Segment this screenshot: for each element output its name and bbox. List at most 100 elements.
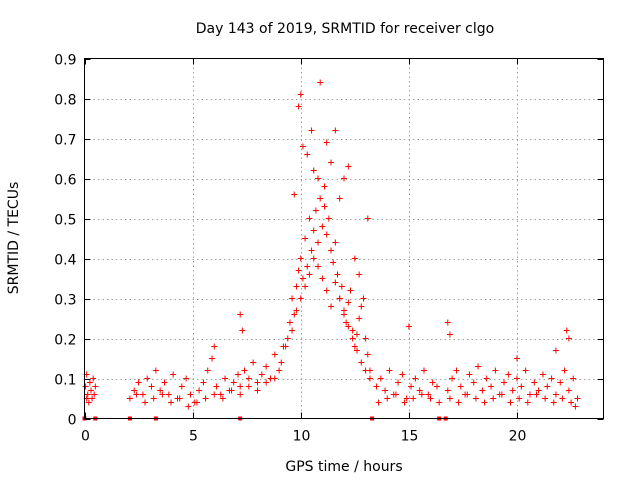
data-point — [351, 343, 358, 350]
data-point — [436, 399, 443, 406]
data-point — [514, 375, 520, 382]
plot-frame — [84, 58, 604, 419]
data-point — [343, 319, 350, 326]
x-axis-label: GPS time / hours — [285, 459, 402, 475]
data-point — [317, 195, 324, 202]
data-point — [526, 391, 533, 398]
data-point — [427, 395, 434, 402]
data-point — [466, 371, 473, 378]
data-point — [403, 395, 410, 402]
data-point — [176, 395, 183, 402]
data-point — [358, 303, 365, 310]
y-tick-labels: 0 0.1 0.2 0.3 0.4 0.5 0.6 0.7 0.8 0.9 — [54, 53, 76, 429]
chart-title: Day 143 of 2019, SRMTID for receiver clg… — [196, 21, 494, 37]
data-point — [347, 287, 354, 294]
data-point — [165, 391, 172, 398]
y-tick-label: 0.8 — [54, 93, 76, 109]
data-point — [142, 399, 149, 406]
data-point — [126, 395, 133, 402]
data-point — [514, 355, 520, 362]
data-point — [421, 367, 428, 374]
data-point — [395, 379, 402, 386]
y-tick-label: 0.5 — [54, 213, 76, 229]
data-point — [202, 395, 209, 402]
data-point — [263, 363, 270, 370]
data-point — [524, 399, 531, 406]
y-tick-label: 0.2 — [54, 333, 76, 349]
data-point — [89, 395, 96, 402]
data-point — [332, 239, 339, 246]
data-point — [574, 395, 581, 402]
data-point — [308, 247, 315, 254]
data-point — [570, 375, 577, 382]
data-point — [332, 127, 339, 134]
data-point — [135, 379, 142, 386]
data-point — [457, 383, 464, 390]
data-point — [254, 387, 261, 394]
data-point — [170, 371, 177, 378]
data-point — [168, 399, 174, 406]
x-tick-labels: 0 5 10 15 20 — [81, 429, 526, 445]
x-tick-label: 15 — [401, 429, 419, 445]
data-point — [323, 139, 330, 146]
data-point — [328, 303, 335, 310]
x-tick-label: 0 — [81, 429, 90, 445]
data-point — [449, 375, 456, 382]
data-point — [211, 343, 218, 350]
data-point — [258, 371, 265, 378]
data-point — [559, 395, 566, 402]
data-point — [193, 399, 200, 406]
data-point — [488, 383, 495, 390]
data-point — [362, 367, 369, 374]
data-point — [561, 367, 568, 374]
data-point — [217, 391, 224, 398]
data-point — [366, 375, 373, 382]
data-point — [501, 379, 508, 386]
data-point — [498, 391, 505, 398]
data-point — [250, 359, 257, 366]
data-point — [196, 387, 203, 394]
data-point — [152, 367, 159, 374]
data-point — [315, 175, 322, 182]
data-point — [239, 327, 246, 334]
data-point — [429, 379, 436, 386]
data-point — [351, 255, 358, 262]
data-point — [325, 215, 332, 222]
data-point — [284, 335, 291, 342]
data-point — [321, 203, 328, 210]
data-point — [405, 323, 412, 330]
data-point — [470, 379, 477, 386]
data-point — [516, 395, 523, 402]
data-point — [302, 283, 309, 290]
data-point — [341, 175, 347, 182]
data-point — [237, 383, 244, 390]
data-point — [157, 387, 164, 394]
data-point — [230, 379, 237, 386]
data-point — [302, 235, 309, 242]
data-point — [84, 391, 91, 398]
data-point — [552, 347, 559, 354]
data-point — [336, 195, 343, 202]
data-point — [345, 323, 352, 330]
data-point — [330, 259, 337, 266]
data-point — [341, 311, 347, 318]
data-point — [85, 399, 92, 406]
data-point — [353, 331, 360, 338]
y-tick-label: 0 — [68, 413, 77, 429]
data-point — [310, 227, 317, 234]
y-axis-label: SRMTID / TECUs — [6, 182, 22, 295]
data-point — [483, 375, 490, 382]
y-tick-label: 0.1 — [54, 373, 76, 389]
data-point — [522, 367, 529, 374]
data-point — [412, 375, 419, 382]
data-point — [338, 283, 345, 290]
data-point — [91, 391, 98, 398]
data-point — [200, 379, 207, 386]
data-point — [328, 247, 335, 254]
data-point — [539, 371, 546, 378]
data-point — [317, 79, 324, 86]
data-point — [297, 295, 304, 302]
data-point — [323, 231, 330, 238]
data-point — [353, 347, 360, 354]
data-point — [565, 335, 572, 342]
